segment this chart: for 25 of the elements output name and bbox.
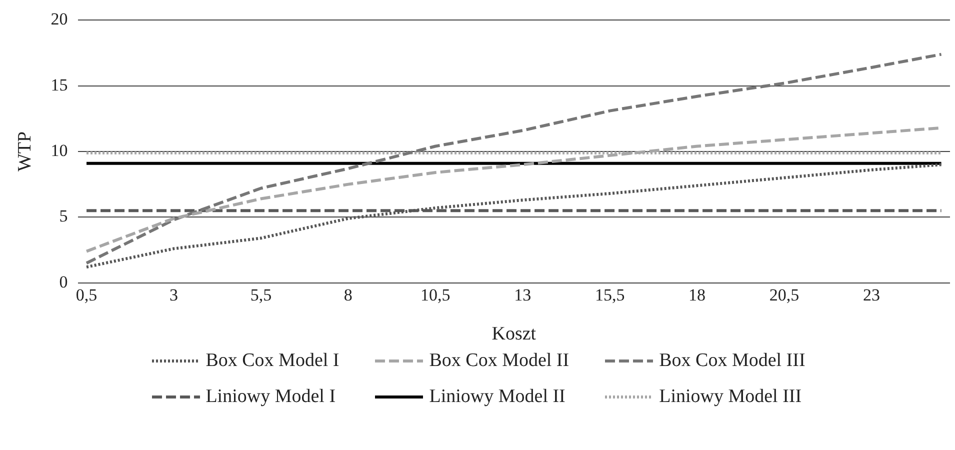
- line-series: [85, 52, 943, 265]
- y-tick-label: 15: [50, 75, 68, 94]
- y-tick-label: 0: [59, 272, 68, 292]
- x-tick-label: 3: [169, 285, 178, 304]
- legend-label: Liniowy Model I: [206, 386, 336, 408]
- line-series: [85, 163, 943, 269]
- legend-label: Liniowy Model III: [659, 386, 802, 408]
- y-tick-label: 20: [50, 10, 68, 29]
- x-tick-label: 10,5: [420, 285, 450, 304]
- x-tick-label: 8: [344, 285, 352, 304]
- y-axis-title: WTP: [14, 131, 36, 172]
- x-axis-title: Koszt: [492, 324, 537, 345]
- x-tick-label: 5,5: [250, 285, 272, 304]
- x-tick-label: 15,5: [594, 285, 625, 304]
- x-tick-label: 20,5: [769, 285, 800, 304]
- y-tick-label: 10: [50, 140, 68, 160]
- y-tick-label: 5: [59, 206, 68, 226]
- x-tick-label: 23: [863, 285, 880, 304]
- legend-label: Box Cox Model II: [429, 350, 570, 372]
- legend-label: Liniowy Model II: [429, 386, 566, 408]
- legend-label: Box Cox Model III: [659, 350, 806, 372]
- x-tick-label: 0,5: [76, 285, 98, 304]
- x-tick-label: 13: [514, 285, 532, 304]
- legend-label: Box Cox Model I: [206, 350, 340, 372]
- x-tick-label: 18: [688, 285, 706, 304]
